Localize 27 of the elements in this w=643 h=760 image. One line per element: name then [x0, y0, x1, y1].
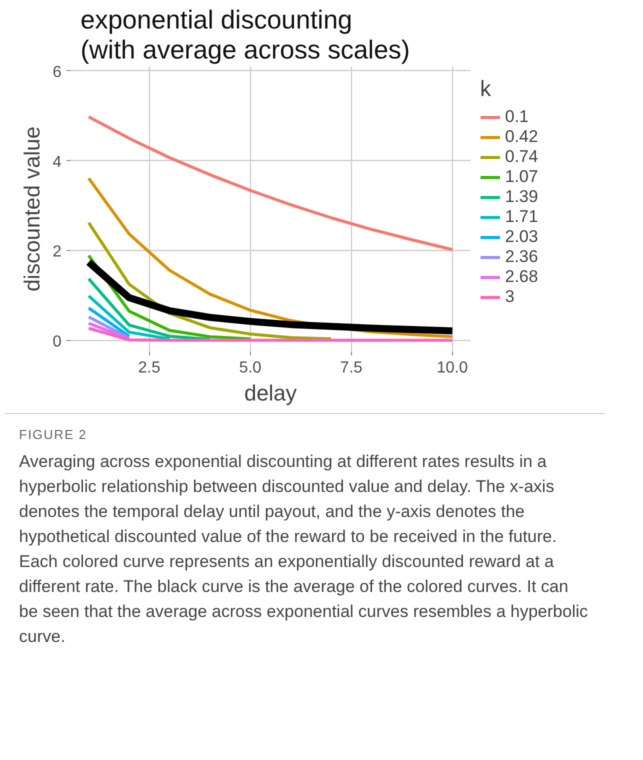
x-tick-label: 2.5 [138, 360, 161, 376]
line-series [87, 277, 212, 341]
caption: FIGURE 2 [19, 426, 88, 444]
chart-title: exponential discounting (with average across scales) [80, 4, 410, 64]
legend-label: 3 [505, 287, 516, 307]
x-tick-label: 7.5 [340, 360, 363, 376]
y-tick-label: 6 [52, 64, 62, 81]
y-tick-label: 0 [52, 333, 62, 350]
line-series [87, 221, 333, 340]
x-tick-label: 10.0 [436, 360, 468, 376]
legend-label: 1.07 [505, 167, 538, 187]
text: Averaging across exponential discounting at different rates results in a hyperbolic relationship between discounted value and delay. The x-axis denotes the temporal delay until payout, and the y-axis denotes the hypothetical discounted value of the reward to be received in the future. Each colored curve represents an exponentially discounted reward at a different rate. The black curve is the average of the colored curves. It can be seen that the average across exponential curves resembles a hyperbolic curve. [19, 450, 589, 648]
x-tick-label: 5.0 [239, 360, 262, 376]
legend-label: 2.68 [505, 267, 538, 287]
y-tick-label: 4 [52, 154, 62, 171]
y-tick-label: 2 [52, 244, 62, 261]
line-series [87, 115, 454, 252]
legend-label: 2.36 [505, 247, 538, 267]
legend-title: k [480, 76, 492, 102]
legend-label: 0.1 [505, 107, 529, 127]
legend-label: 1.39 [505, 187, 538, 207]
y-axis-title: discounted value [20, 126, 45, 292]
legend-label: 2.03 [505, 227, 538, 247]
legend-label: 0.42 [505, 127, 538, 147]
legend-label: 0.74 [505, 147, 538, 167]
x-axis-title: delay [244, 380, 297, 406]
legend-label: 1.71 [505, 207, 538, 227]
